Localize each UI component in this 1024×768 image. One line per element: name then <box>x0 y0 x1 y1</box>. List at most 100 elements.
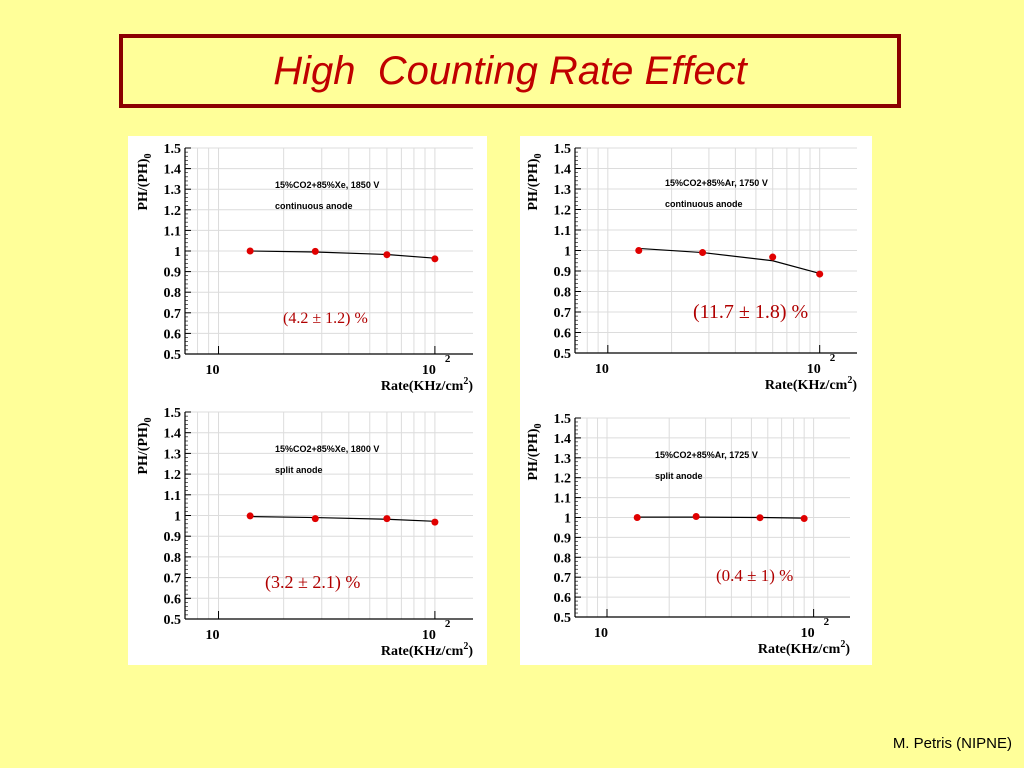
fit-curve <box>250 250 435 259</box>
y-tick-label: 1 <box>564 512 571 527</box>
data-point <box>246 247 254 255</box>
chart-note: continuous anode <box>275 201 353 211</box>
y-tick-label: 0.7 <box>164 572 182 587</box>
x-axis-label: Rate(KHz/cm2) <box>381 641 473 659</box>
data-point <box>431 518 439 526</box>
title-box: High Counting Rate Effect <box>119 34 901 108</box>
x-tick-label: 10 <box>801 626 815 641</box>
x-tick-label: 10 <box>594 626 608 641</box>
y-tick-label: 1.2 <box>554 204 572 219</box>
result-annotation: (4.2 ± 1.2) % <box>283 310 368 327</box>
y-tick-label: 0.5 <box>554 611 572 626</box>
slide-title: High Counting Rate Effect <box>273 48 747 93</box>
chart-note: continuous anode <box>665 199 743 209</box>
x-tick-label: 10 <box>206 628 220 643</box>
y-tick-label: 0.6 <box>164 327 182 342</box>
data-point <box>633 514 641 521</box>
y-tick-label: 0.5 <box>164 348 182 363</box>
data-point <box>383 515 391 523</box>
y-tick-label: 1.4 <box>554 432 572 447</box>
y-axis-label: PH/(PH)0 <box>526 153 544 210</box>
y-tick-label: 1.3 <box>554 452 572 467</box>
y-tick-label: 1.2 <box>164 204 182 219</box>
chart-note: 15%CO2+85%Ar, 1725 V <box>655 450 758 460</box>
data-point <box>800 514 808 522</box>
y-tick-label: 0.7 <box>554 571 572 586</box>
y-tick-label: 1.3 <box>554 183 572 198</box>
result-annotation: (0.4 ± 1) % <box>716 566 793 585</box>
y-tick-label: 1.4 <box>164 163 182 178</box>
data-point <box>311 515 319 523</box>
y-tick-label: 1.3 <box>164 183 182 198</box>
x-axis-label: Rate(KHz/cm2) <box>381 376 473 394</box>
y-tick-label: 0.8 <box>554 286 572 301</box>
data-point <box>311 247 319 255</box>
x-axis-label: Rate(KHz/cm2) <box>758 639 850 657</box>
x-tick-label-exponent: 2 <box>445 353 451 365</box>
data-point <box>769 253 777 261</box>
chart-note: 15%CO2+85%Xe, 1800 V <box>275 444 379 454</box>
y-tick-label: 1.1 <box>164 489 182 504</box>
fit-curve <box>637 516 805 519</box>
y-tick-label: 0.7 <box>164 307 182 322</box>
y-tick-label: 1 <box>174 245 181 260</box>
y-tick-label: 1.4 <box>554 163 572 178</box>
data-point <box>246 512 254 520</box>
data-point <box>699 249 707 257</box>
chart-note: 15%CO2+85%Xe, 1850 V <box>275 180 379 190</box>
x-tick-label: 10 <box>595 362 609 377</box>
data-point <box>383 251 391 259</box>
result-annotation: (3.2 ± 2.1) % <box>265 572 360 593</box>
y-tick-label: 0.9 <box>554 265 572 280</box>
y-axis-label: PH/(PH)0 <box>136 417 154 474</box>
x-tick-label: 10 <box>422 363 436 378</box>
data-point <box>692 513 700 521</box>
x-tick-label: 10 <box>206 363 220 378</box>
y-tick-label: 1 <box>564 245 571 260</box>
y-tick-label: 0.9 <box>164 530 182 545</box>
x-axis-label: Rate(KHz/cm2) <box>765 375 857 393</box>
y-tick-label: 0.7 <box>554 306 572 321</box>
y-tick-label: 1.2 <box>164 468 182 483</box>
chart-note: split anode <box>655 471 703 481</box>
y-tick-label: 1.4 <box>164 427 182 442</box>
x-tick-label-exponent: 2 <box>445 618 451 630</box>
y-tick-label: 0.9 <box>554 531 572 546</box>
y-tick-label: 1.1 <box>164 224 182 239</box>
chart-note: split anode <box>275 465 323 475</box>
fit-curve <box>638 247 820 275</box>
x-tick-label-exponent: 2 <box>830 352 836 364</box>
y-axis-label: PH/(PH)0 <box>136 153 154 210</box>
y-tick-label: 1.5 <box>554 142 572 157</box>
y-tick-label: 0.8 <box>554 551 572 566</box>
x-tick-label-exponent: 2 <box>824 616 830 628</box>
y-tick-label: 1.1 <box>554 224 572 239</box>
y-axis-label: PH/(PH)0 <box>526 423 544 480</box>
fit-curve <box>250 515 435 522</box>
y-tick-label: 1 <box>174 510 181 525</box>
y-tick-label: 1.5 <box>554 412 572 427</box>
y-tick-label: 0.5 <box>164 613 182 628</box>
result-annotation: (11.7 ± 1.8) % <box>693 301 808 323</box>
author-credit: M. Petris (NIPNE) <box>892 735 1012 752</box>
data-point <box>816 270 824 278</box>
y-tick-label: 0.6 <box>164 592 182 607</box>
data-point <box>756 514 764 522</box>
y-tick-label: 0.8 <box>164 551 182 566</box>
data-point <box>431 255 439 263</box>
y-tick-label: 0.6 <box>554 591 572 606</box>
y-tick-label: 1.2 <box>554 472 572 487</box>
chart-note: 15%CO2+85%Ar, 1750 V <box>665 178 768 188</box>
x-tick-label: 10 <box>422 628 436 643</box>
y-tick-label: 0.5 <box>554 347 572 362</box>
y-tick-label: 1.3 <box>164 447 182 462</box>
y-tick-label: 1.5 <box>164 406 182 421</box>
y-tick-label: 1.1 <box>554 492 572 507</box>
x-tick-label: 10 <box>807 362 821 377</box>
y-tick-label: 1.5 <box>164 142 182 157</box>
left-panel <box>128 136 487 665</box>
